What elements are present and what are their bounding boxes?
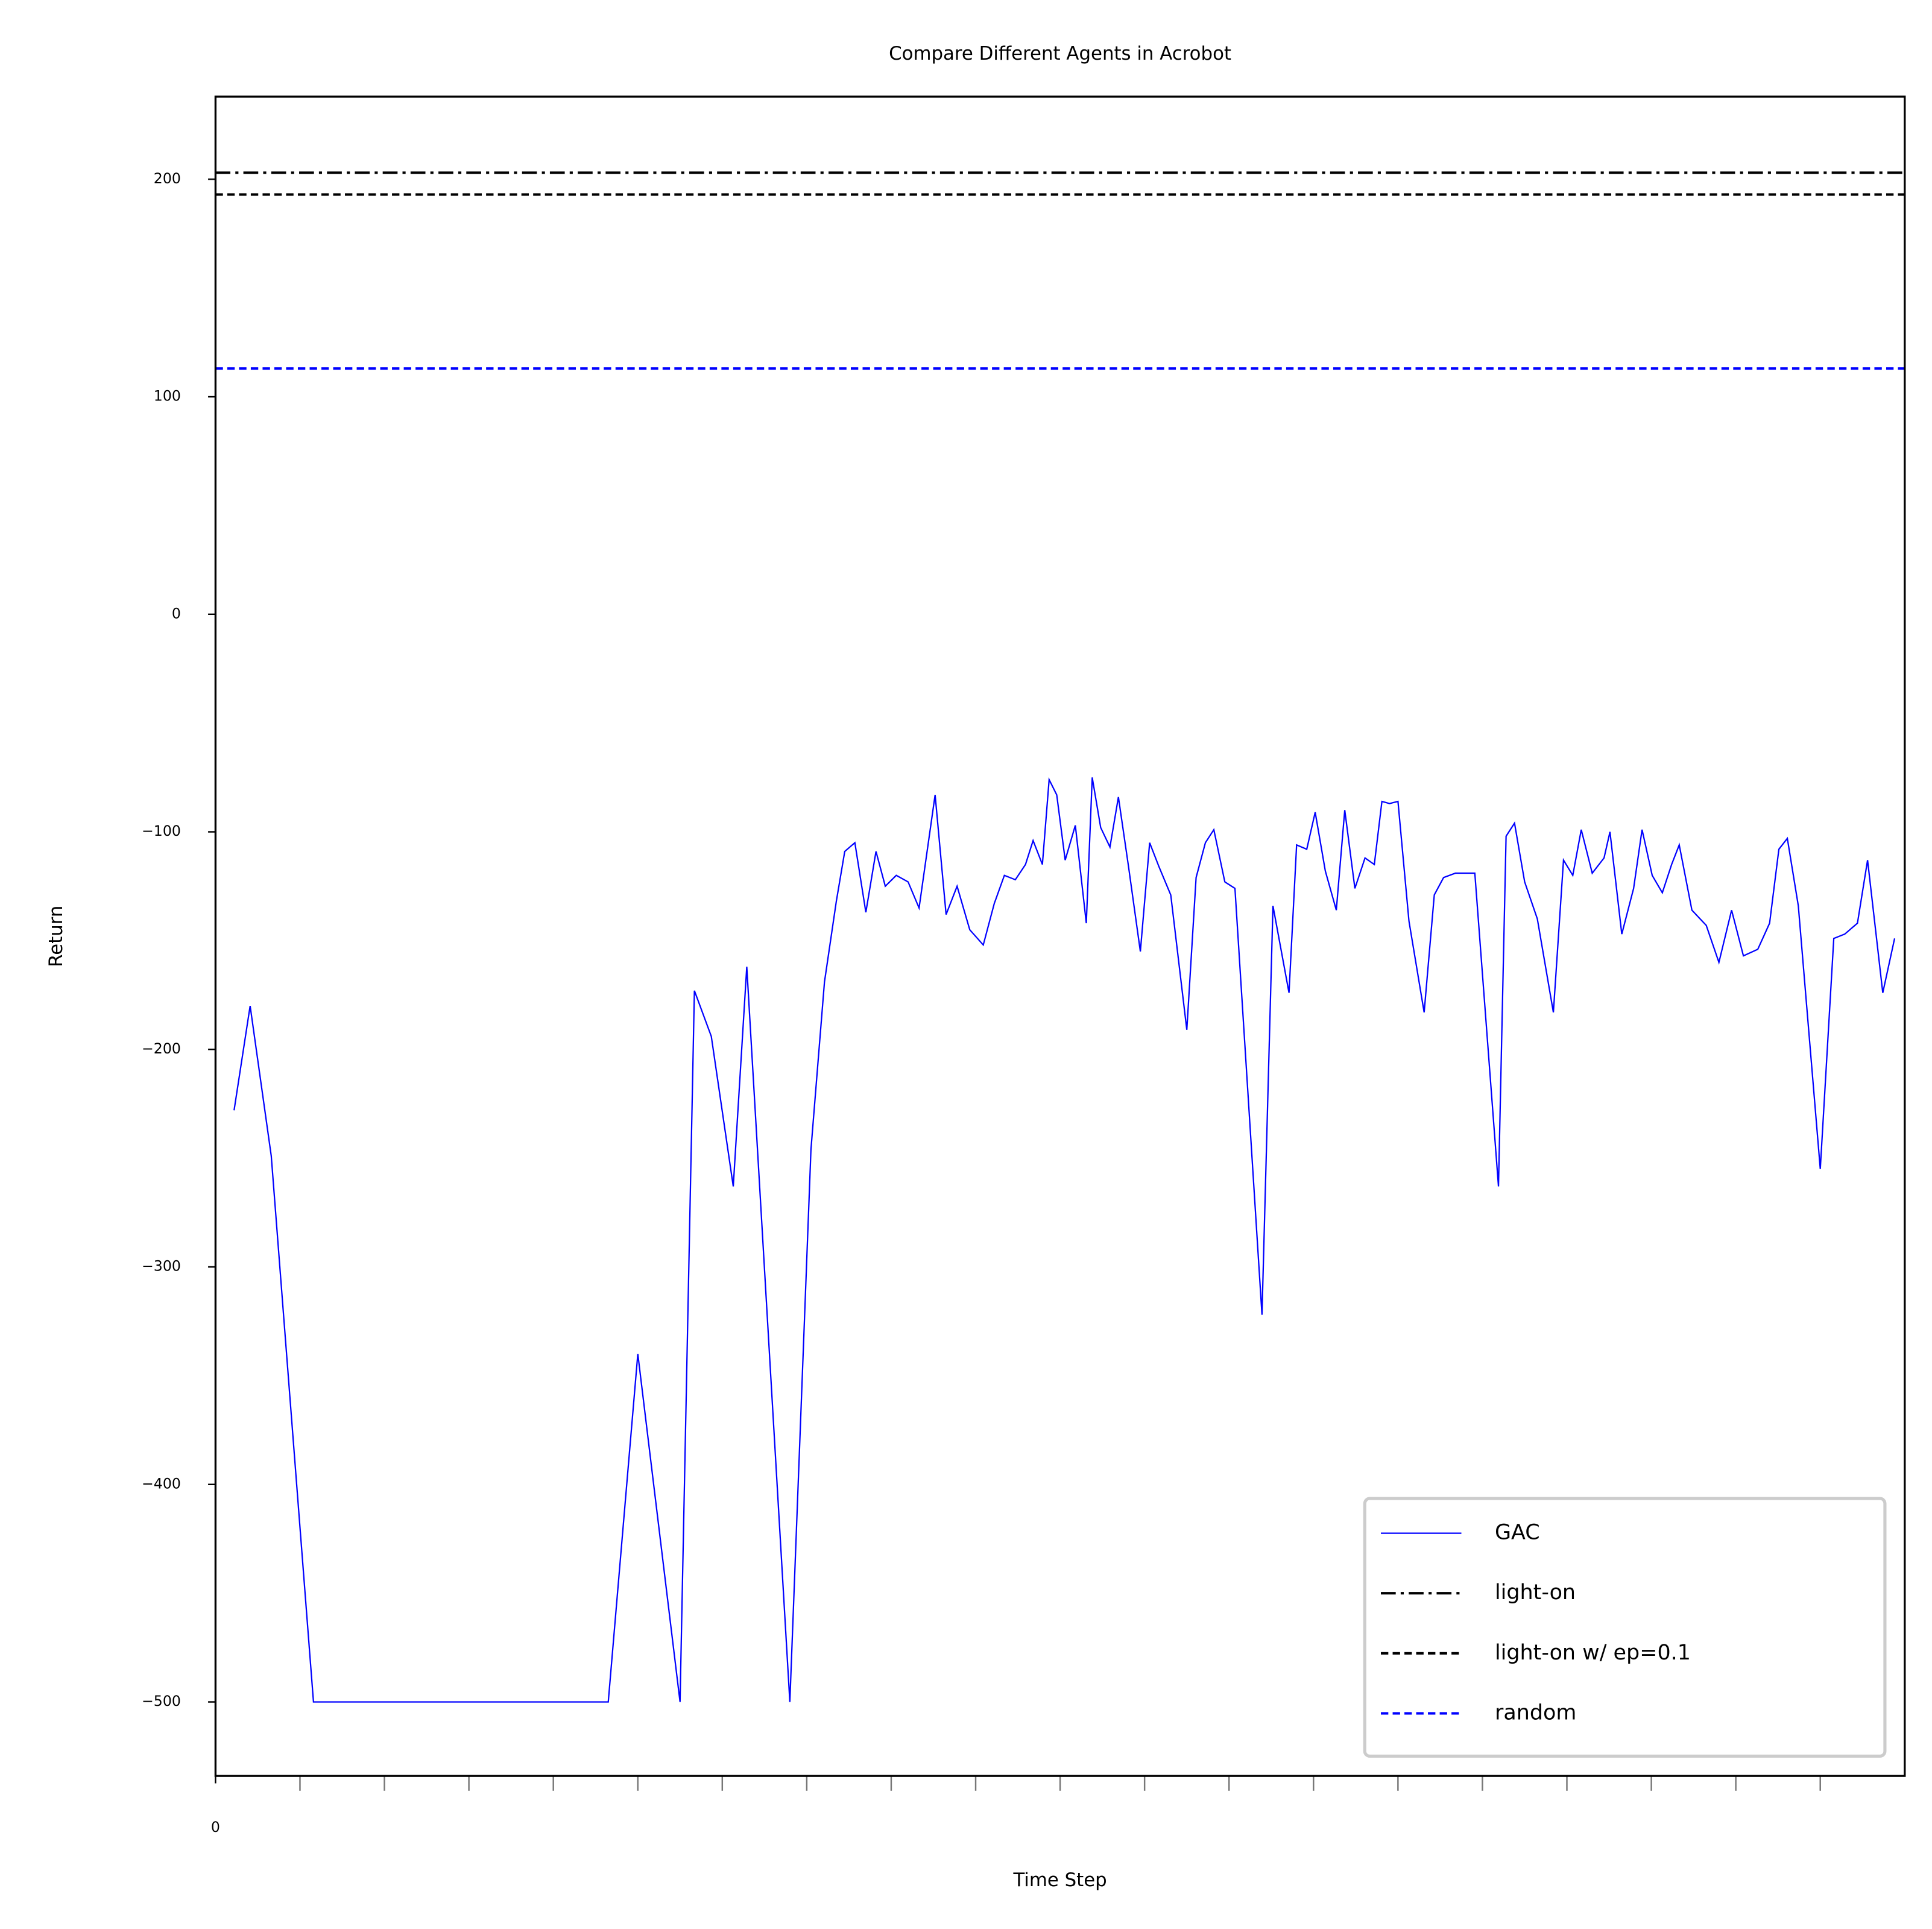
y-tick-label: −200 — [142, 1040, 181, 1057]
legend-box — [1363, 1497, 1887, 1758]
y-tick-label: −100 — [142, 822, 181, 839]
legend-label: light-on — [1495, 1580, 1576, 1605]
chart-title: Compare Different Agents in Acrobot — [889, 43, 1231, 65]
x-tick-label: 0 — [211, 1819, 220, 1836]
y-tick-label: −300 — [142, 1258, 181, 1275]
y-tick-label: 100 — [154, 388, 181, 405]
legend-label: light-on w/ ep=0.1 — [1495, 1641, 1691, 1665]
plot-frame — [214, 95, 1906, 1777]
legend-label: random — [1495, 1700, 1576, 1725]
y-tick-label: −400 — [142, 1475, 181, 1492]
series-line — [233, 777, 1896, 1703]
legend: GAC light-on light-on w/ ep=0.1 random — [1363, 1497, 1887, 1758]
y-tick-label: 0 — [172, 605, 181, 622]
y-tick-label: 200 — [154, 170, 181, 187]
y-axis-label: Return — [45, 906, 67, 967]
x-axis-label: Time Step — [1012, 1869, 1106, 1891]
y-tick-label: −500 — [142, 1693, 181, 1710]
legend-label: GAC — [1495, 1521, 1540, 1545]
